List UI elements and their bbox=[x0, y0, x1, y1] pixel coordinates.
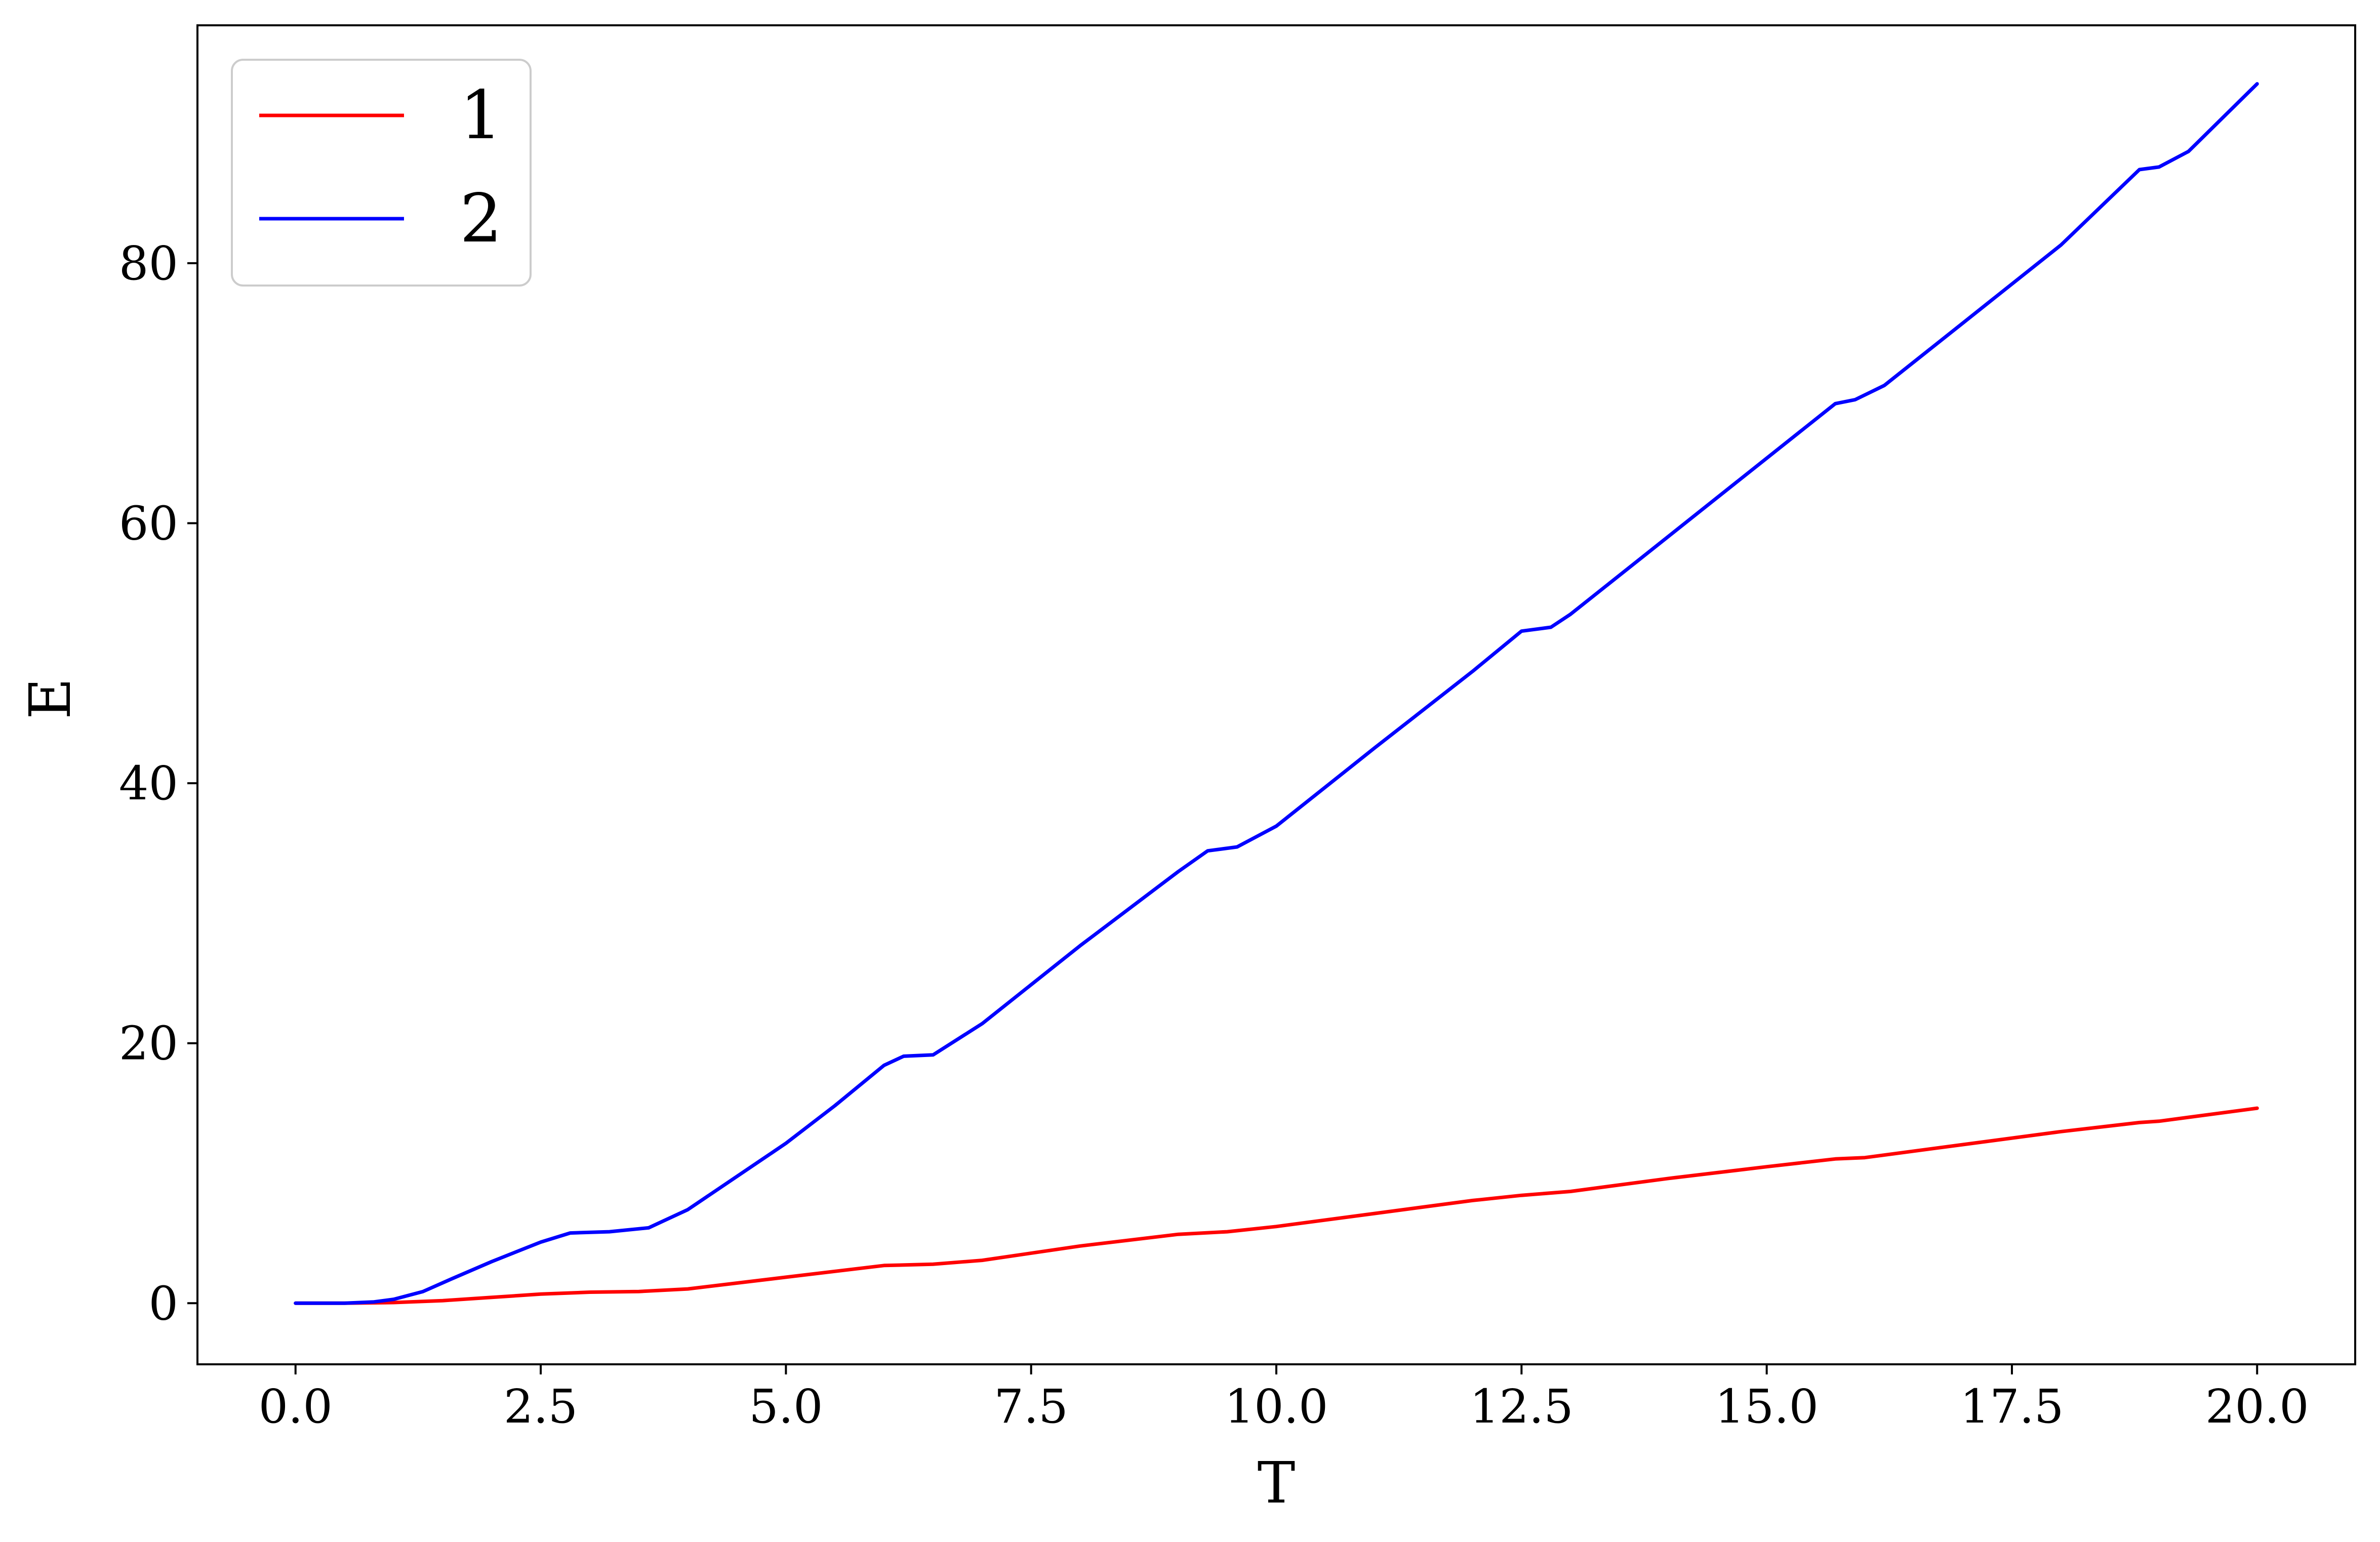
x-tick-label: 17.5 bbox=[1960, 1379, 2064, 1434]
y-axis-label: E bbox=[18, 678, 84, 719]
x-tick-label: 0.0 bbox=[259, 1379, 333, 1434]
x-tick-label: 15.0 bbox=[1715, 1379, 1819, 1434]
x-tick-label: 12.5 bbox=[1470, 1379, 1574, 1434]
legend-label-series-1: 1 bbox=[460, 76, 502, 154]
y-tick-label: 80 bbox=[119, 236, 178, 291]
y-tick-label: 40 bbox=[119, 756, 178, 810]
x-axis-label: T bbox=[1258, 1450, 1296, 1516]
x-tick-label: 2.5 bbox=[504, 1379, 578, 1434]
legend: 1 2 bbox=[231, 59, 532, 287]
legend-label-series-2: 2 bbox=[460, 180, 502, 258]
x-axis-ticks: 0.0 2.5 5.0 7.5 10.0 12.5 15.0 17.5 20.0 bbox=[259, 1364, 2309, 1434]
series-layer bbox=[294, 82, 2259, 1305]
x-tick-label: 7.5 bbox=[994, 1379, 1068, 1434]
y-axis-ticks: 0 20 40 60 80 bbox=[119, 236, 197, 1330]
x-tick-label: 10.0 bbox=[1225, 1379, 1328, 1434]
y-tick-label: 60 bbox=[119, 497, 178, 551]
x-tick-label: 20.0 bbox=[2205, 1379, 2309, 1434]
series-line-1 bbox=[294, 1106, 2259, 1305]
y-tick-label: 20 bbox=[119, 1017, 178, 1071]
y-tick-label: 0 bbox=[148, 1276, 178, 1330]
x-tick-label: 5.0 bbox=[749, 1379, 823, 1434]
series-line-2 bbox=[294, 82, 2259, 1305]
